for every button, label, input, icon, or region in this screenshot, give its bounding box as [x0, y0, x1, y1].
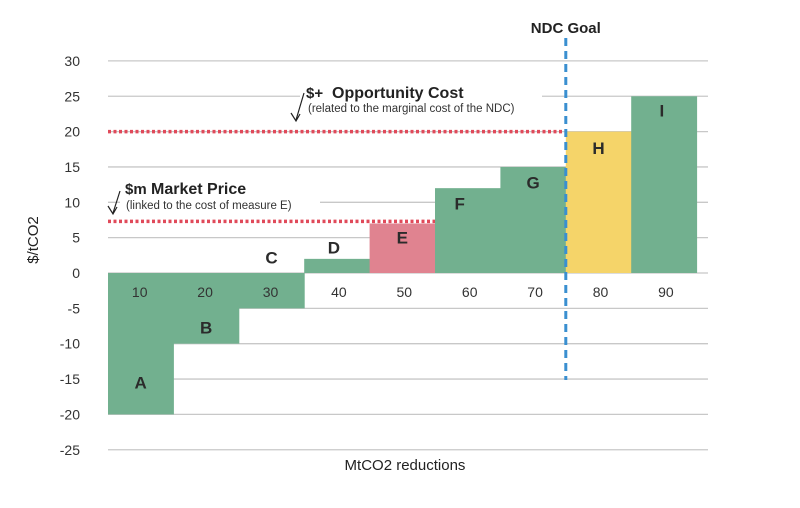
arrow-down-icon: [290, 92, 305, 123]
y-tick-label: 30: [64, 53, 80, 69]
y-tick-label: 5: [72, 230, 80, 246]
bar-label: F: [455, 195, 465, 214]
y-tick-label: -5: [68, 300, 81, 316]
y-tick-label: -10: [60, 336, 80, 352]
bar-f: [435, 188, 501, 273]
y-tick-label: -15: [60, 371, 80, 387]
market-price-symbol: $m: [125, 181, 147, 198]
bar-b: [173, 273, 240, 344]
bar-e: [369, 223, 436, 273]
bar-label: E: [397, 229, 408, 248]
bar-label: B: [200, 318, 212, 337]
bar-g: [500, 166, 567, 273]
bar-label: I: [660, 101, 665, 120]
opportunity-cost-subtitle: (related to the marginal cost of the NDC…: [308, 103, 515, 115]
opportunity-cost-symbol: $+: [306, 85, 323, 102]
y-tick-label: 0: [72, 265, 80, 281]
x-tick-label: 90: [658, 284, 674, 300]
y-tick-label: -25: [60, 442, 80, 458]
annotation-bg: [120, 176, 320, 212]
y-tick-label: 20: [64, 124, 80, 140]
bar-c: [238, 273, 305, 309]
x-tick-label: 30: [263, 284, 279, 300]
bar-label: G: [526, 174, 539, 193]
x-tick-label: 40: [331, 284, 347, 300]
x-tick-label: 10: [132, 284, 148, 300]
market-price-title: Market Price: [151, 181, 246, 198]
bar-a: [108, 273, 174, 415]
y-tick-label: 10: [64, 194, 80, 210]
x-tick-label: 20: [197, 284, 213, 300]
x-tick-label: 80: [593, 284, 609, 300]
bar-label: D: [328, 239, 340, 258]
x-tick-label: 60: [462, 284, 478, 300]
market-price-subtitle: (linked to the cost of measure E): [126, 200, 292, 212]
bar-label: A: [135, 374, 147, 393]
annotation-bg: [300, 78, 542, 116]
opportunity-cost-title: Opportunity Cost: [332, 85, 464, 102]
bar-d: [304, 258, 371, 273]
ndc-goal-label: NDC Goal: [531, 20, 601, 37]
y-tick-label: 15: [64, 159, 80, 175]
x-axis-label: MtCO2 reductions: [345, 457, 466, 474]
x-tick-label: 50: [397, 284, 413, 300]
arrow-down-icon: [107, 190, 121, 216]
y-axis-label: $/tCO2: [25, 216, 42, 264]
bar-label: H: [592, 139, 604, 158]
bar-i: [631, 96, 698, 273]
x-tick-label: 70: [527, 284, 543, 300]
y-tick-label: 25: [64, 88, 80, 104]
y-tick-label: -20: [60, 406, 80, 422]
bar-label: C: [265, 248, 277, 267]
bar-h: [565, 131, 632, 273]
